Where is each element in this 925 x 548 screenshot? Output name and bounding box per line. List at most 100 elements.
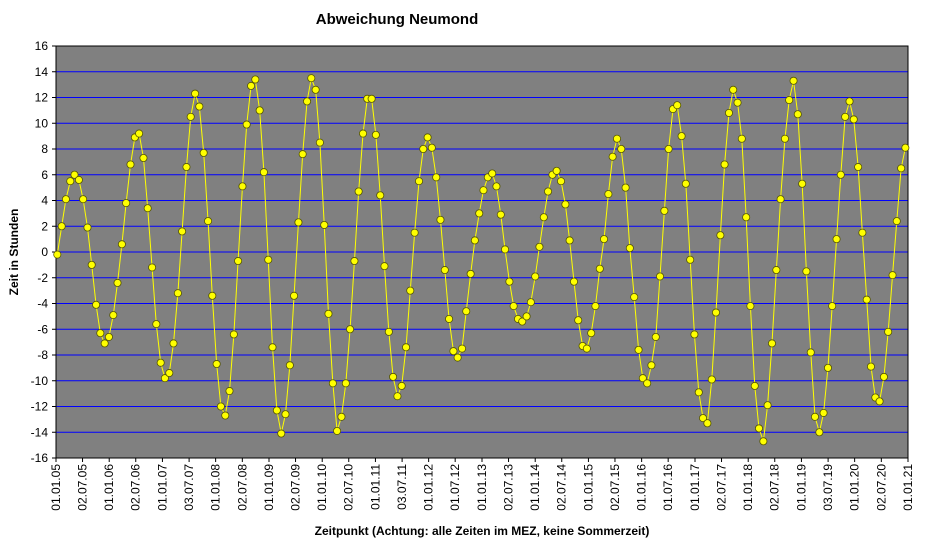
x-tick-label: 02.07.10: [342, 464, 356, 511]
data-point: [199, 148, 208, 157]
data-point: [733, 98, 742, 107]
data-point: [410, 228, 419, 237]
data-point: [810, 412, 819, 421]
data-point: [346, 325, 355, 334]
x-tick-label: 02.07.08: [235, 464, 249, 511]
data-point: [216, 402, 225, 411]
data-point: [759, 437, 768, 446]
x-tick-label: 01.01.10: [315, 464, 329, 511]
y-tick-label: 0: [41, 245, 48, 259]
y-tick-label: -6: [37, 322, 48, 336]
data-point: [354, 187, 363, 196]
data-point: [694, 388, 703, 397]
data-point: [294, 218, 303, 227]
data-point: [746, 302, 755, 311]
data-point: [432, 173, 441, 182]
data-point: [70, 170, 79, 179]
data-point: [92, 300, 101, 309]
data-point: [324, 309, 333, 318]
data-point: [380, 262, 389, 271]
data-point: [819, 408, 828, 417]
data-point: [492, 182, 501, 191]
data-point: [371, 130, 380, 139]
x-tick-label: 01.01.09: [262, 464, 276, 511]
data-point: [234, 257, 243, 266]
data-point: [681, 179, 690, 188]
x-tick-label: 03.07.19: [821, 464, 835, 511]
data-point: [638, 374, 647, 383]
x-tick-label: 01.01.12: [422, 464, 436, 511]
data-point: [113, 278, 122, 287]
x-tick-label: 01.01.16: [635, 464, 649, 511]
data-point: [376, 191, 385, 200]
data-point: [87, 260, 96, 269]
x-tick-label: 02.07.13: [502, 464, 516, 511]
data-point: [259, 168, 268, 177]
data-point: [785, 96, 794, 105]
data-point: [182, 163, 191, 172]
data-point: [427, 143, 436, 152]
y-tick-label: -14: [31, 425, 49, 439]
data-point: [630, 293, 639, 302]
data-point: [415, 177, 424, 186]
data-point: [815, 428, 824, 437]
data-point: [884, 327, 893, 336]
data-point: [453, 353, 462, 362]
data-point: [647, 361, 656, 370]
data-point: [879, 372, 888, 381]
data-point: [854, 163, 863, 172]
data-point: [143, 204, 152, 213]
x-tick-label: 02.07.05: [76, 464, 90, 511]
x-tick-label: 01.01.18: [741, 464, 755, 511]
data-point: [100, 339, 109, 348]
data-point: [315, 138, 324, 147]
data-point: [311, 85, 320, 94]
data-point: [57, 222, 66, 231]
y-tick-label: -16: [31, 451, 49, 465]
data-point: [402, 343, 411, 352]
data-point: [656, 272, 665, 281]
data-point: [212, 360, 221, 369]
x-axis-label: Zeitpunkt (Achtung: alle Zeiten im MEZ, …: [315, 524, 650, 538]
x-tick-label: 01.01.19: [794, 464, 808, 511]
data-point: [328, 379, 337, 388]
data-point: [221, 411, 230, 420]
data-point: [393, 392, 402, 401]
x-tick-label: 01.01.07: [155, 464, 169, 511]
data-point: [406, 286, 415, 295]
data-point: [574, 316, 583, 325]
y-tick-label: 14: [35, 65, 49, 79]
data-point: [888, 271, 897, 280]
data-point: [290, 291, 299, 300]
data-point: [789, 76, 798, 85]
data-point: [539, 213, 548, 222]
data-point: [247, 81, 256, 90]
data-point: [285, 361, 294, 370]
data-point: [397, 381, 406, 390]
data-point: [518, 317, 527, 326]
data-point: [828, 302, 837, 311]
data-point: [849, 115, 858, 124]
x-tick-label: 01.01.08: [209, 464, 223, 511]
data-point: [767, 339, 776, 348]
data-point: [83, 223, 92, 232]
data-point: [238, 182, 247, 191]
data-point: [333, 426, 342, 435]
y-tick-label: -8: [37, 348, 48, 362]
data-point: [858, 228, 867, 237]
data-point: [625, 244, 634, 253]
data-point: [466, 269, 475, 278]
data-point: [776, 195, 785, 204]
data-point: [169, 339, 178, 348]
data-point: [901, 143, 910, 152]
data-point: [832, 235, 841, 244]
data-point: [350, 257, 359, 266]
data-point: [651, 332, 660, 341]
data-point: [755, 424, 764, 433]
data-point: [242, 120, 251, 129]
data-point: [604, 190, 613, 199]
data-point: [61, 195, 70, 204]
data-point: [264, 255, 273, 264]
data-point: [802, 267, 811, 276]
y-tick-label: -10: [31, 374, 49, 388]
